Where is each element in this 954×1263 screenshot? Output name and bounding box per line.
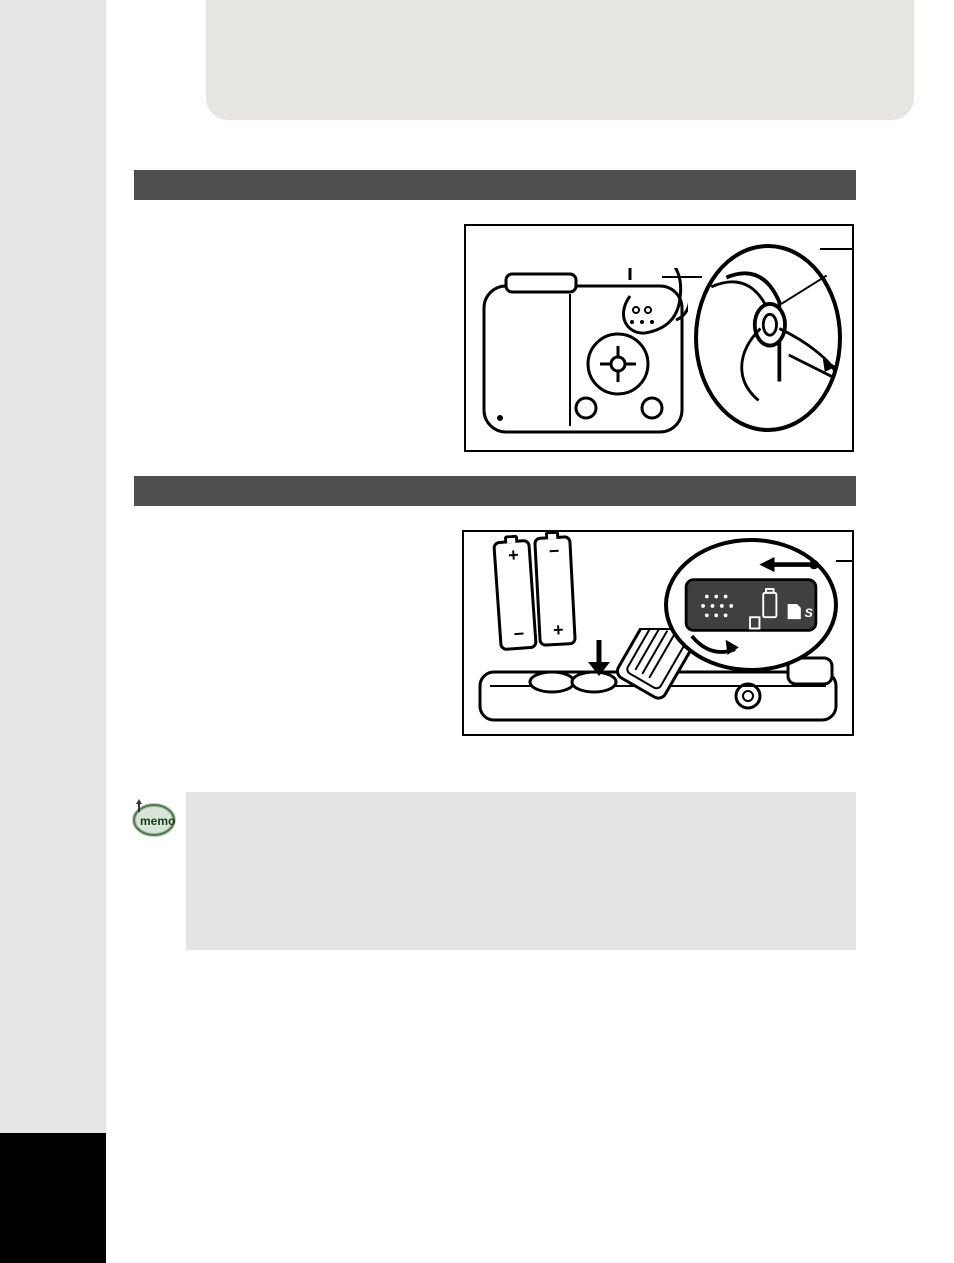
figure-strap [464,224,854,452]
polarity-label: + [553,620,565,642]
callout-line [836,560,854,562]
page-content: + − − + [106,0,954,950]
camera-illustration [480,268,688,438]
svg-text:S: S [805,606,814,620]
memo-icon: memo [128,798,176,838]
figure-battery: + − − + [462,530,854,736]
zoom-ellipse-strap [694,244,842,432]
down-arrow-icon [582,638,616,678]
callout-line [662,276,702,278]
callout-line [640,628,670,630]
zoom-ellipse-battery: S [664,538,838,672]
polarity-label: − [548,541,560,563]
memo-box [186,792,856,950]
left-margin [0,0,106,1263]
section-bar-strap [134,170,856,200]
section-bar-battery [134,476,856,506]
polarity-label: + [508,545,520,567]
memo-row: memo [128,792,906,950]
left-margin-tab [0,1133,106,1263]
battery-cell-2: − + [533,535,577,647]
battery-cell-1: + − [492,539,538,651]
top-panel [206,0,914,120]
polarity-label: − [513,623,525,645]
memo-icon-label: memo [140,814,175,828]
